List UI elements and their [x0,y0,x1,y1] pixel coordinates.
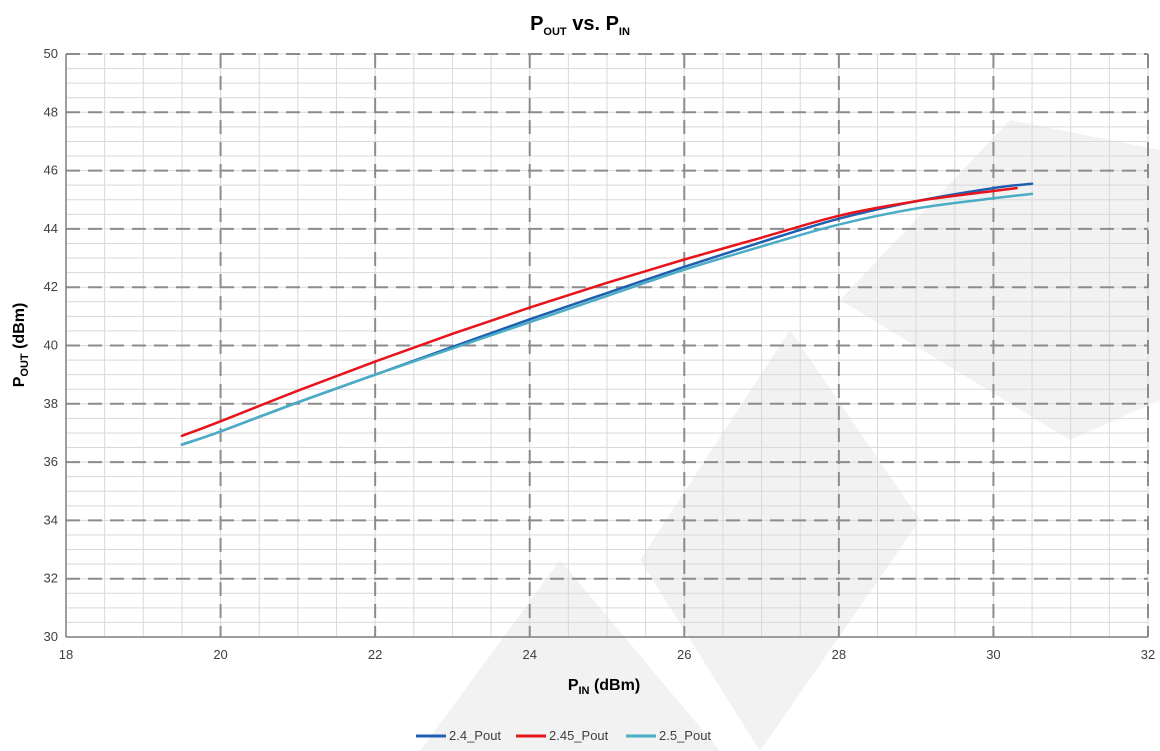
x-tick-label: 26 [677,647,691,662]
x-tick-label: 20 [213,647,227,662]
y-tick-label: 36 [44,454,58,469]
axes [65,54,1148,638]
legend-label: 2.45_Pout [549,728,609,743]
y-tick-label: 32 [44,571,58,586]
y-tick-label: 48 [44,104,58,119]
y-tick-label: 30 [44,629,58,644]
series-lines [180,182,1034,446]
major-grid [66,53,1149,637]
x-tick-labels: 18 20 22 24 26 28 30 32 [59,647,1155,662]
x-axis-label: PIN (dBm) [568,677,640,697]
y-tick-label: 46 [44,163,58,178]
y-tick-label: 38 [44,396,58,411]
y-axis-label: POUT (dBm) [11,303,31,388]
chart-title: POUT vs. PIN [530,13,630,38]
series-line-2.45_Pout [180,186,1018,438]
x-tick-label: 32 [1141,647,1155,662]
y-tick-label: 50 [44,46,58,61]
y-tick-label: 44 [44,221,58,236]
series-line-2.5_Pout [180,192,1034,446]
legend-label: 2.4_Pout [449,728,501,743]
x-tick-label: 28 [832,647,846,662]
y-tick-label: 34 [44,512,58,527]
legend: 2.4_Pout 2.45_Pout 2.5_Pout [416,728,711,743]
y-tick-label: 42 [44,279,58,294]
x-tick-label: 30 [986,647,1000,662]
x-tick-label: 22 [368,647,382,662]
y-tick-label: 40 [44,338,58,353]
y-tick-labels: 30 32 34 36 38 40 42 44 46 48 50 [44,46,58,644]
x-tick-label: 18 [59,647,73,662]
legend-label: 2.5_Pout [659,728,711,743]
x-tick-label: 24 [522,647,536,662]
